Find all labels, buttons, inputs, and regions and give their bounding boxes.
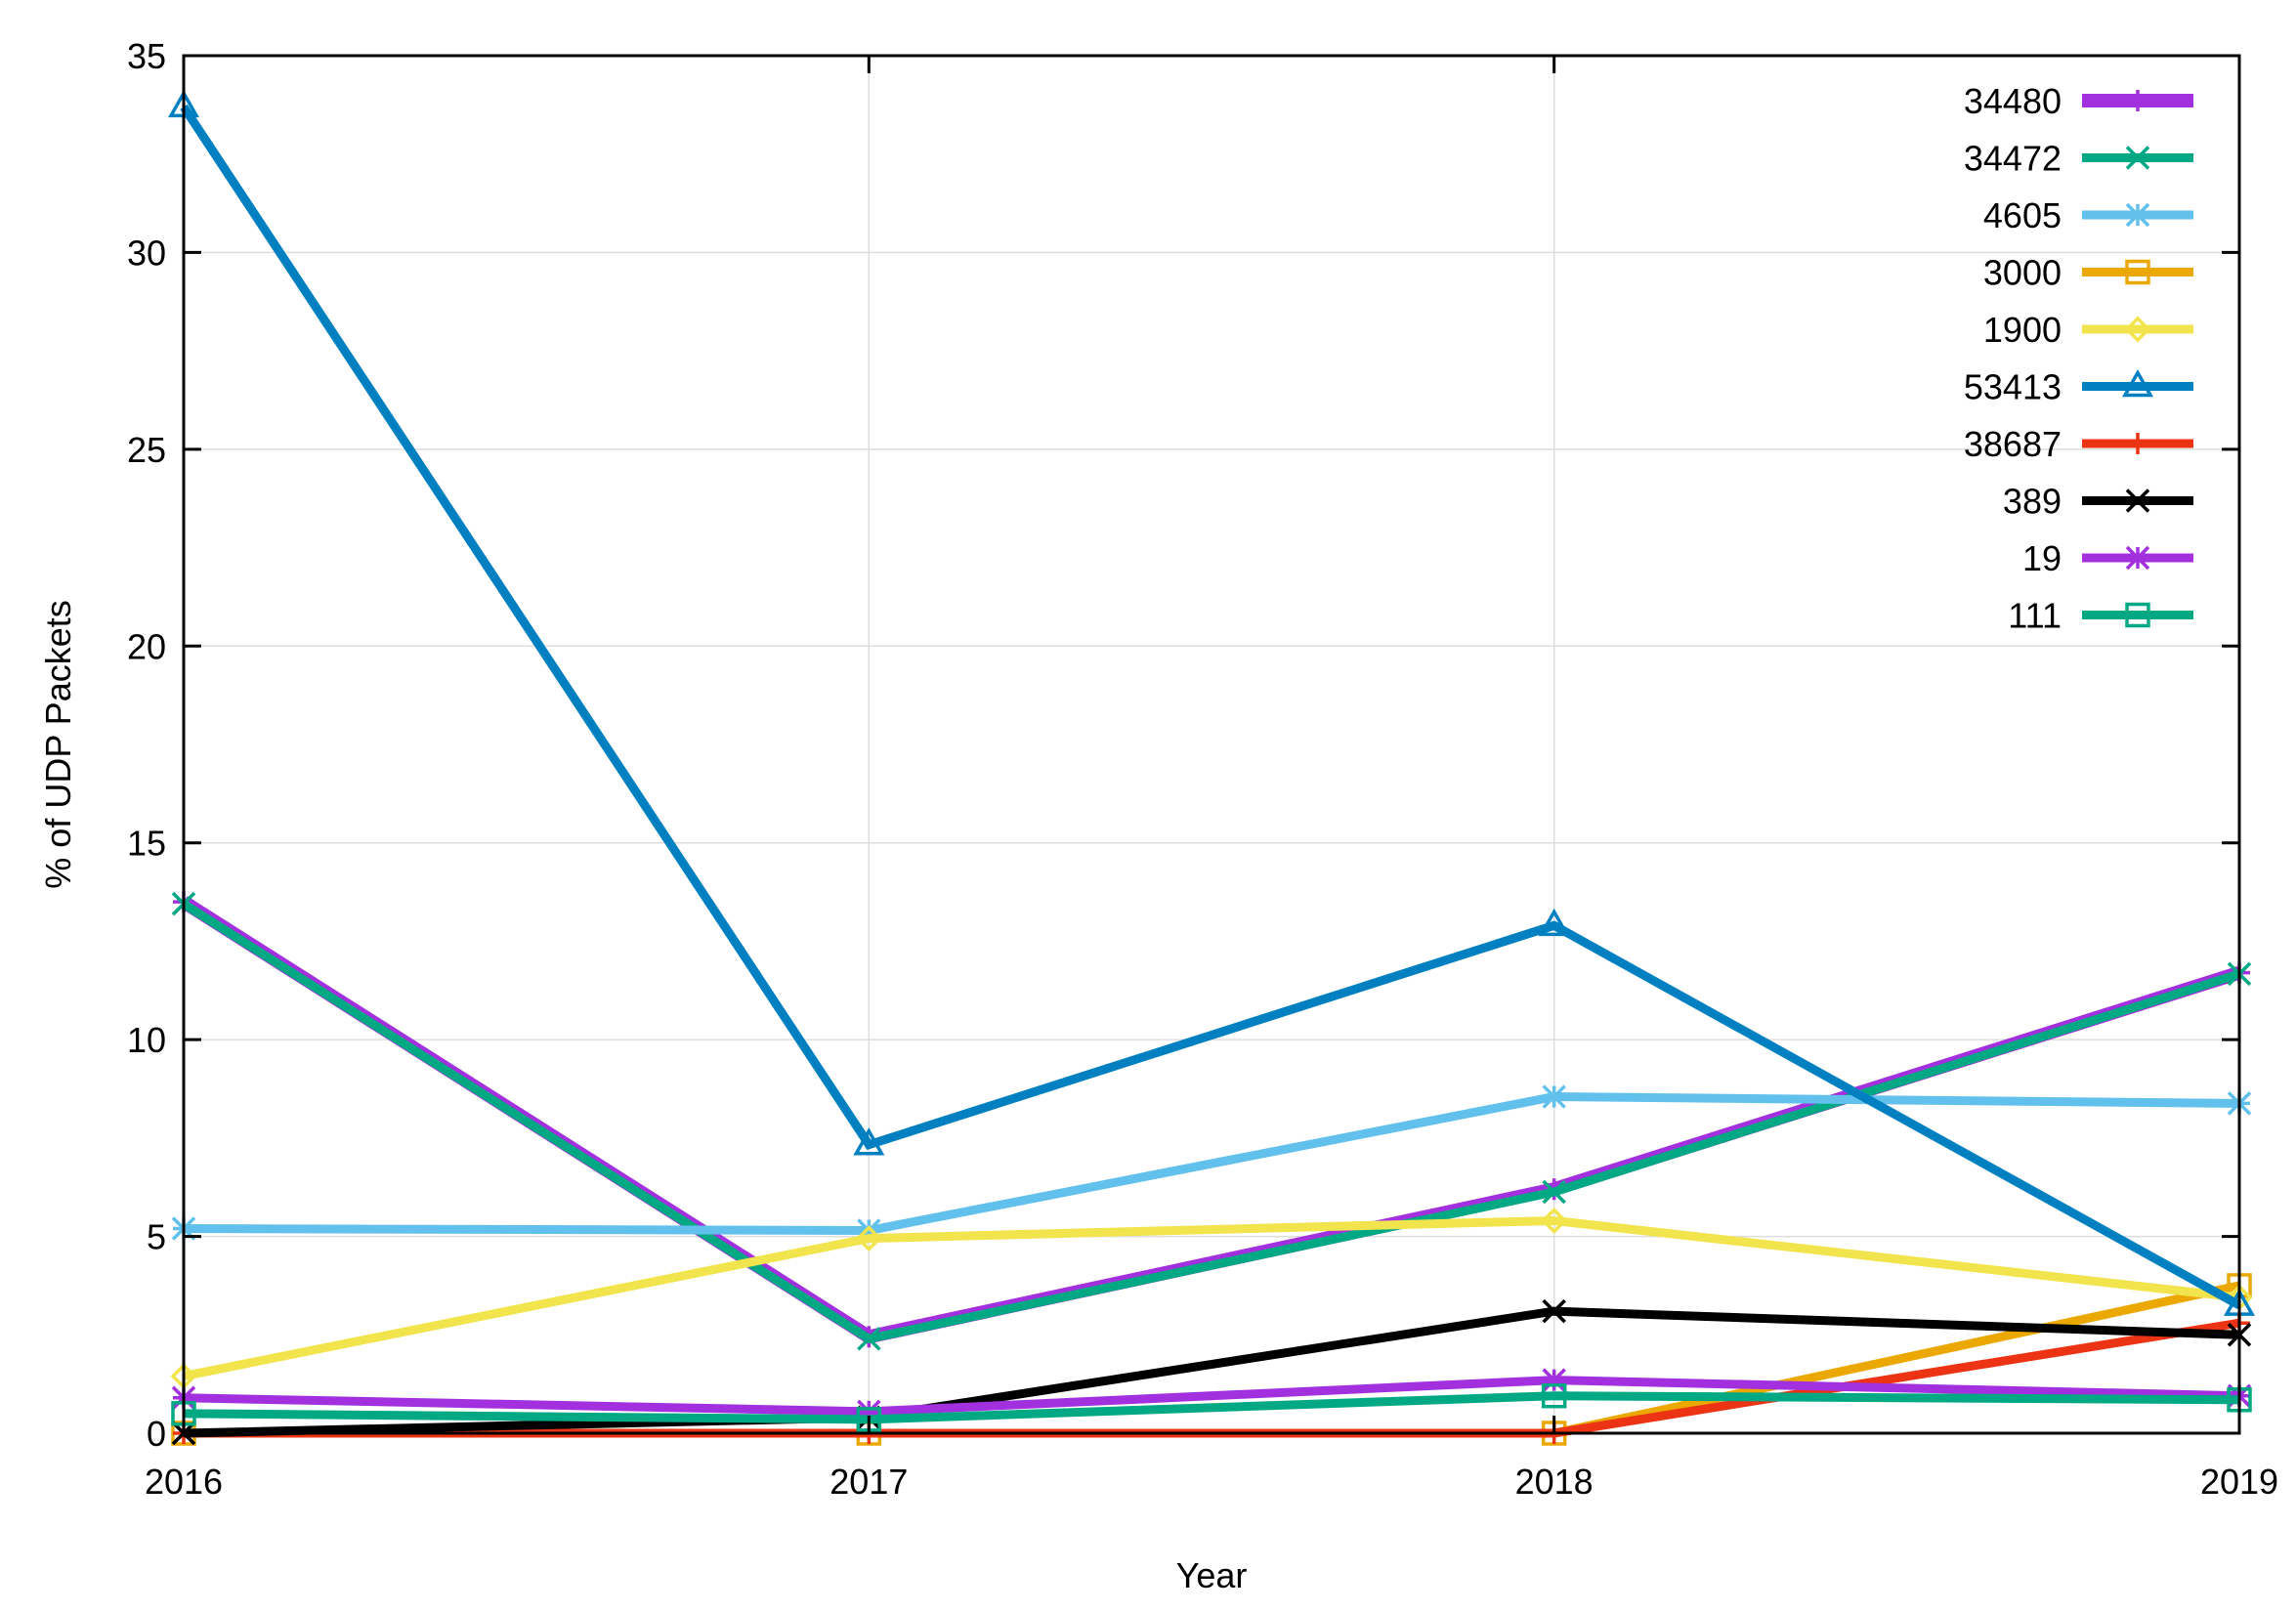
- legend-entry: 3000: [1983, 253, 2193, 293]
- data-point-marker-x: [1542, 1298, 1566, 1324]
- data-point-marker-x: [1542, 1179, 1566, 1205]
- marker-square: [1541, 1382, 1567, 1409]
- series-line: [183, 1306, 2240, 1438]
- data-point-marker-plus: [2127, 433, 2148, 454]
- y-tick-label: 25: [127, 430, 166, 470]
- axis-ticks: 0 5 10 15 20 25 30 35 2016 2017 2018 2019: [127, 36, 2278, 1502]
- series-line: [183, 1391, 2240, 1424]
- series-line: [180, 104, 2242, 1310]
- marker-stroke: [2125, 202, 2150, 228]
- marker-stroke: [1542, 1368, 1566, 1392]
- grid: [184, 56, 2239, 1433]
- series-line: [183, 1376, 2240, 1417]
- legend-entry: 34472: [1964, 139, 2193, 179]
- legend-label: 4605: [1983, 195, 2062, 235]
- y-tick-label: 5: [147, 1217, 166, 1257]
- marker-stroke: [1542, 1179, 1566, 1205]
- data-point-marker-asterisk: [1542, 1084, 1566, 1109]
- marker-stroke: [2125, 146, 2150, 170]
- data-point-marker-triangle: [853, 1127, 885, 1156]
- series-34472: [171, 891, 2252, 1351]
- marker-stroke: [2125, 545, 2150, 571]
- data-point-marker-plus: [2127, 90, 2148, 111]
- data-point-marker-asterisk: [1542, 1368, 1566, 1392]
- x-tick-label: 2017: [829, 1462, 908, 1502]
- data-point-marker-x: [2125, 146, 2150, 170]
- legend-label: 38687: [1964, 424, 2062, 464]
- marker-triangle: [1538, 908, 1570, 937]
- marker-stroke: [2125, 488, 2150, 513]
- legend-entry: 4605: [1983, 195, 2193, 235]
- marker-triangle: [2122, 368, 2153, 398]
- y-tick-label: 35: [127, 36, 166, 76]
- y-tick-label: 30: [127, 233, 166, 273]
- data-point-marker-square: [1541, 1382, 1567, 1409]
- y-tick-label: 15: [127, 824, 166, 864]
- legend-entry: 53413: [1964, 367, 2193, 407]
- data-point-marker-diamond: [1541, 1207, 1568, 1234]
- marker-diamond: [855, 1225, 882, 1252]
- legend-label: 111: [2008, 596, 2062, 636]
- data-point-marker-asterisk: [2125, 545, 2150, 571]
- legend-entry: 19: [2022, 538, 2193, 578]
- legend-label: 53413: [1964, 367, 2062, 407]
- legend-label: 1900: [1983, 310, 2062, 350]
- series-4605: [171, 1084, 2252, 1243]
- legend-label: 3000: [1983, 253, 2062, 293]
- plot-frame: [182, 54, 2241, 1435]
- legend-entry: 38687: [1964, 424, 2193, 464]
- y-axis-label: % of UDP Packets: [38, 600, 78, 888]
- legend-label: 19: [2022, 538, 2062, 578]
- series-53413: [168, 89, 2255, 1316]
- legend-entry: 1900: [1983, 310, 2193, 350]
- data-point-marker-diamond: [2124, 316, 2151, 343]
- marker-stroke: [1542, 1298, 1566, 1324]
- data-point-marker-triangle: [2122, 368, 2153, 398]
- data-point-marker-diamond: [855, 1225, 882, 1252]
- series-34480: [173, 891, 2250, 1348]
- marker-triangle: [853, 1127, 885, 1156]
- x-axis-label: Year: [1176, 1555, 1248, 1595]
- data-point-marker-triangle: [1538, 908, 1570, 937]
- data-point-marker-x: [2125, 488, 2150, 513]
- data-point-marker-x: [857, 1327, 881, 1351]
- data-point-marker-asterisk: [2125, 202, 2150, 228]
- series-line: [181, 900, 2241, 1344]
- marker-stroke: [857, 1327, 881, 1351]
- y-tick-label: 10: [127, 1020, 166, 1060]
- marker-stroke: [1542, 1084, 1566, 1109]
- series-group: [168, 89, 2255, 1446]
- legend-label: 34480: [1964, 81, 2062, 121]
- data-point-marker-square: [2125, 602, 2150, 628]
- legend-label: 389: [2003, 482, 2062, 522]
- marker-diamond: [1541, 1207, 1568, 1234]
- legend-entry: 111: [2008, 596, 2193, 636]
- data-point-marker-square: [2125, 259, 2150, 285]
- series-line: [183, 1215, 2240, 1380]
- y-tick-label: 0: [147, 1414, 166, 1454]
- series-389: [171, 1298, 2252, 1446]
- x-tick-label: 2018: [1515, 1462, 1594, 1502]
- series-line: [183, 1092, 2240, 1236]
- legend: 34480 34472 4605 3000 1900 53413 38687 389 19 111: [1964, 81, 2193, 636]
- marker-square: [2125, 602, 2150, 628]
- marker-square: [2125, 259, 2150, 285]
- legend-label: 34472: [1964, 139, 2062, 179]
- series-line: [180, 896, 2242, 1344]
- marker-diamond: [2124, 316, 2151, 343]
- x-tick-label: 2016: [145, 1462, 223, 1502]
- x-tick-label: 2019: [2200, 1462, 2278, 1502]
- y-tick-label: 20: [127, 626, 166, 666]
- legend-entry: 34480: [1964, 81, 2193, 121]
- legend-entry: 389: [2003, 482, 2193, 522]
